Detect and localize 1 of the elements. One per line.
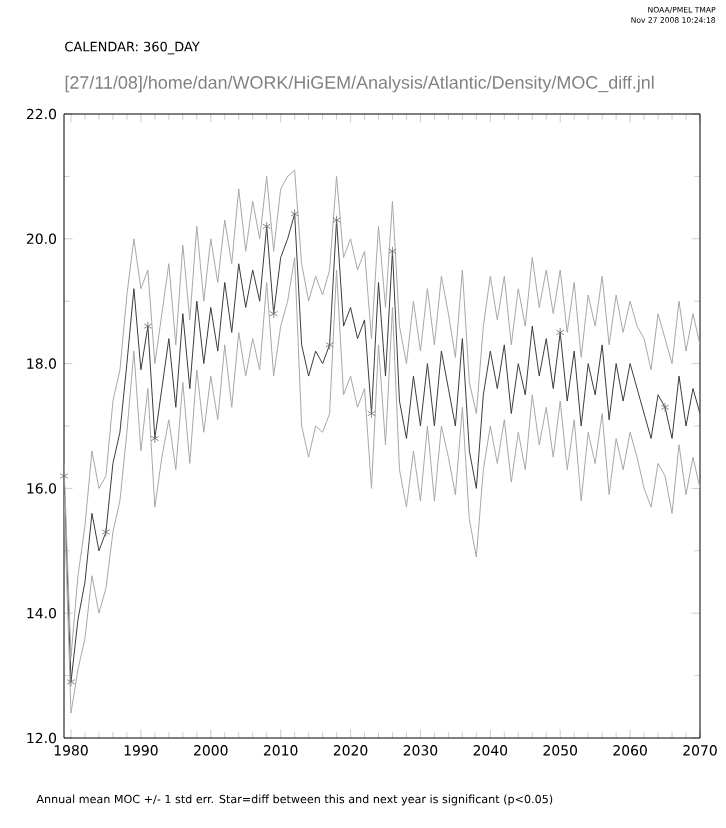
chart-subtitle: [27/11/08]/home/dan/WORK/HiGEM/Analysis/Atlantic/Density/MOC_diff.jnl <box>65 75 654 93</box>
